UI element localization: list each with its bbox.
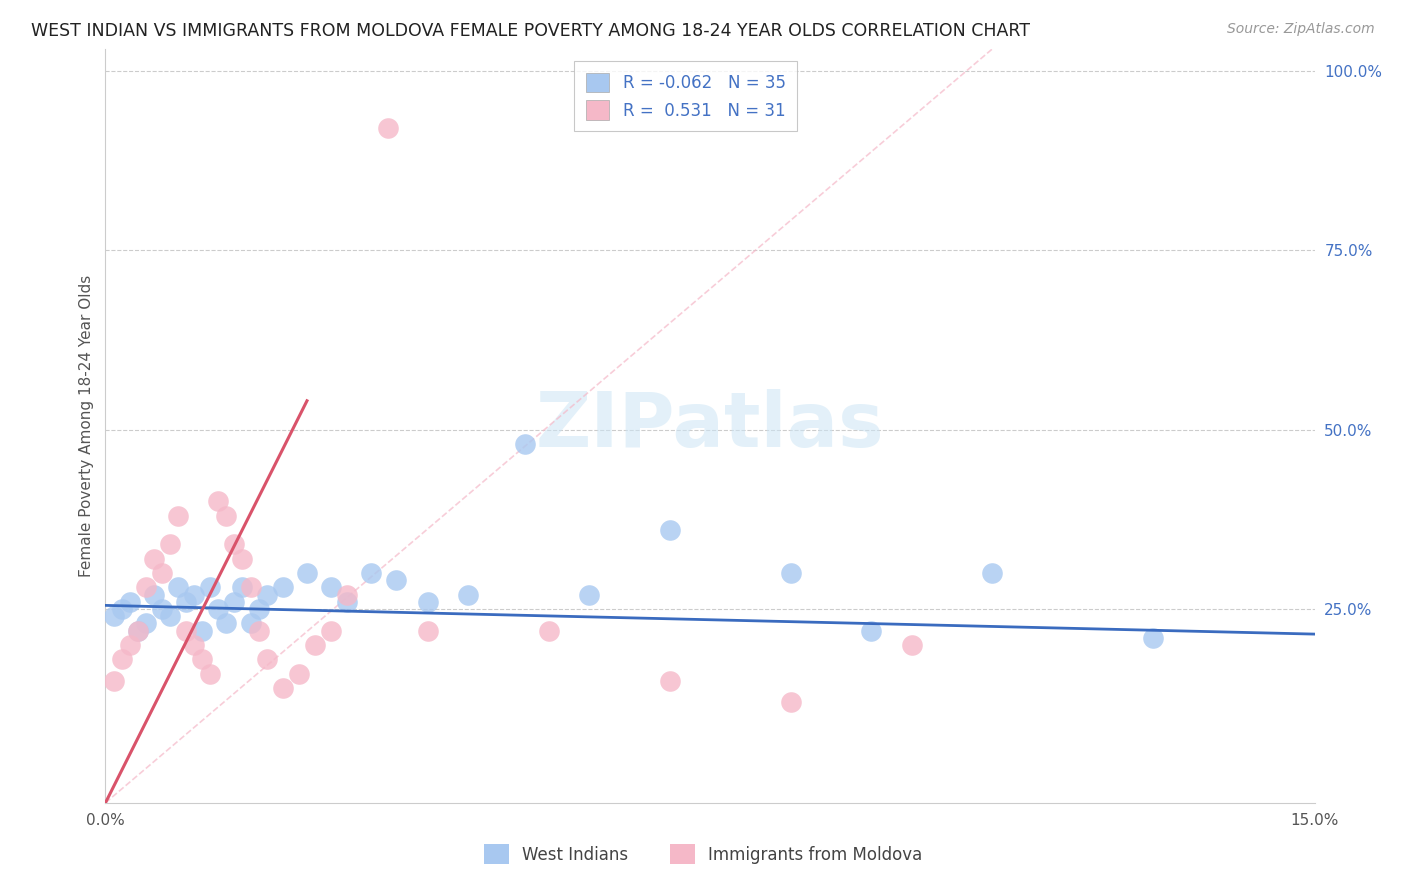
Point <box>537 624 560 638</box>
Point <box>224 595 246 609</box>
Point <box>191 624 214 638</box>
Point <box>110 602 132 616</box>
Text: Source: ZipAtlas.com: Source: ZipAtlas.com <box>1227 22 1375 37</box>
Point <box>200 666 222 681</box>
Point <box>247 602 270 616</box>
Point <box>142 551 165 566</box>
Point <box>207 494 229 508</box>
Point <box>231 581 253 595</box>
Point <box>239 581 262 595</box>
Point <box>142 588 165 602</box>
Point <box>159 609 181 624</box>
Point <box>578 588 600 602</box>
Point <box>256 652 278 666</box>
Point <box>416 595 439 609</box>
Point <box>1142 631 1164 645</box>
Point <box>288 666 311 681</box>
Point <box>321 581 343 595</box>
Point <box>174 595 197 609</box>
Point <box>295 566 318 580</box>
Point <box>127 624 149 638</box>
Point <box>110 652 132 666</box>
Y-axis label: Female Poverty Among 18-24 Year Olds: Female Poverty Among 18-24 Year Olds <box>79 275 94 577</box>
Point <box>135 581 157 595</box>
Point <box>981 566 1004 580</box>
Point <box>779 566 801 580</box>
Point <box>167 508 190 523</box>
Point <box>118 595 141 609</box>
Point <box>658 523 681 537</box>
Point <box>239 616 262 631</box>
Point <box>118 638 141 652</box>
Point <box>304 638 326 652</box>
Point <box>384 574 406 588</box>
Point <box>513 437 536 451</box>
Point <box>150 566 173 580</box>
Text: ZIPatlas: ZIPatlas <box>536 389 884 463</box>
Point <box>127 624 149 638</box>
Text: WEST INDIAN VS IMMIGRANTS FROM MOLDOVA FEMALE POVERTY AMONG 18-24 YEAR OLDS CORR: WEST INDIAN VS IMMIGRANTS FROM MOLDOVA F… <box>31 22 1031 40</box>
Point <box>360 566 382 580</box>
Point <box>247 624 270 638</box>
Point <box>336 588 359 602</box>
Legend: R = -0.062   N = 35, R =  0.531   N = 31: R = -0.062 N = 35, R = 0.531 N = 31 <box>574 62 797 131</box>
Point <box>336 595 359 609</box>
Point <box>231 551 253 566</box>
Point <box>207 602 229 616</box>
Point <box>377 121 399 136</box>
Point <box>135 616 157 631</box>
Point <box>103 609 125 624</box>
Point <box>183 588 205 602</box>
Point <box>167 581 190 595</box>
Point <box>779 695 801 709</box>
Point <box>159 537 181 551</box>
Point <box>271 581 294 595</box>
Point <box>215 508 238 523</box>
Point <box>174 624 197 638</box>
Point <box>416 624 439 638</box>
Point <box>457 588 479 602</box>
Point <box>658 673 681 688</box>
Point <box>200 581 222 595</box>
Point <box>271 681 294 695</box>
Legend: West Indians, Immigrants from Moldova: West Indians, Immigrants from Moldova <box>477 838 929 871</box>
Point <box>860 624 883 638</box>
Point <box>224 537 246 551</box>
Point <box>150 602 173 616</box>
Point <box>321 624 343 638</box>
Point <box>215 616 238 631</box>
Point <box>256 588 278 602</box>
Point <box>191 652 214 666</box>
Point <box>103 673 125 688</box>
Point <box>183 638 205 652</box>
Point <box>900 638 922 652</box>
